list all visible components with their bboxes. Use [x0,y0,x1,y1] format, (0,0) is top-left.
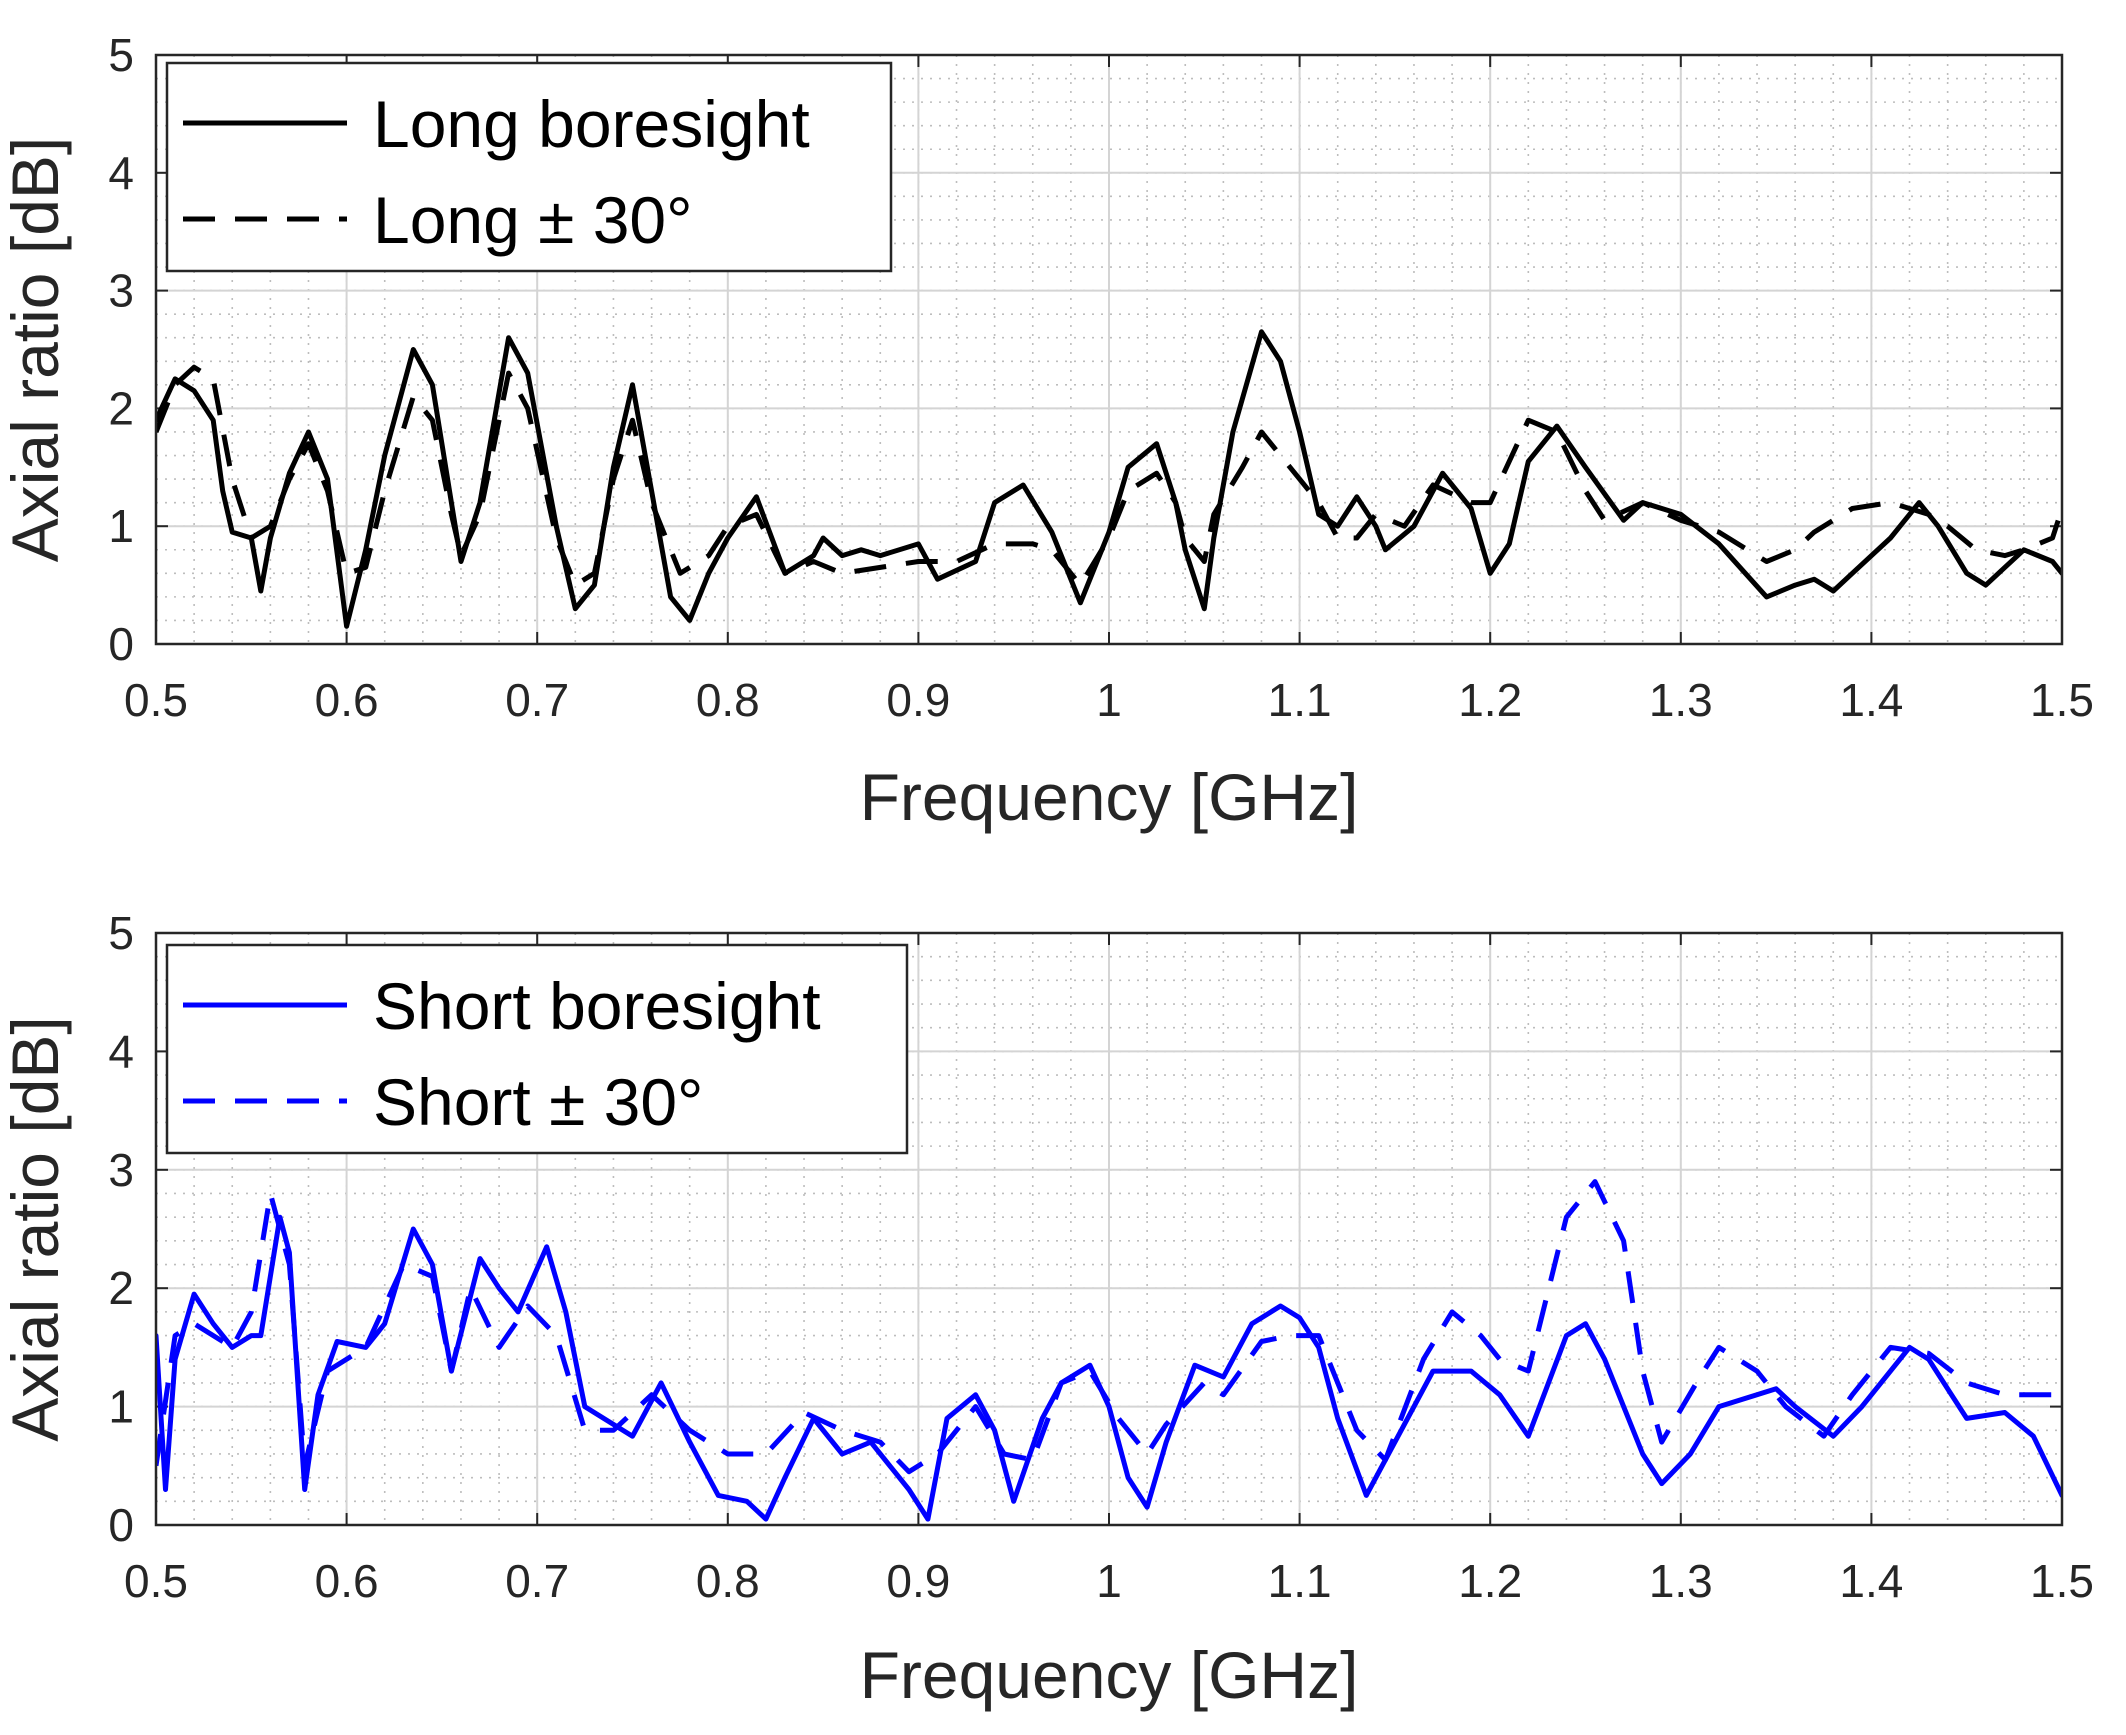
x-tick-label: 1 [1096,1555,1122,1607]
y-tick-label: 0 [108,1499,134,1551]
series-group [156,1179,2062,1522]
legend-box [165,61,893,273]
x-tick-label: 0.7 [505,674,569,726]
y-tick-label: 4 [108,1025,134,1077]
y-tick-label: 2 [108,1262,134,1314]
x-tick-label: 1.4 [1839,674,1903,726]
y-axis-label: Axial ratio [dB] [0,1016,72,1442]
y-tick-label: 1 [108,500,134,552]
legend-label: Short ± 30° [373,1065,703,1139]
x-tick-label: 0.6 [315,1555,379,1607]
x-tick-label: 1.2 [1458,674,1522,726]
x-tick-label: 1.1 [1268,674,1332,726]
series-group [156,329,2062,629]
legend-box [165,943,909,1155]
x-tick-label: 0.7 [505,1555,569,1607]
x-tick-label: 1 [1096,674,1122,726]
legend: Short boresight Short ± 30° [165,943,909,1155]
y-tick-label: 5 [108,29,134,81]
y-tick-label: 3 [108,265,134,317]
y-tick-label: 1 [108,1381,134,1433]
x-tick-label: 0.6 [315,674,379,726]
y-tick-label: 4 [108,147,134,199]
y-tick-label: 2 [108,382,134,434]
legend-label: Short boresight [373,969,821,1043]
x-tick-label: 1.2 [1458,1555,1522,1607]
series-line-solid [156,1214,2062,1522]
legend-label: Long boresight [373,87,810,161]
legend-label: Long ± 30° [373,183,693,257]
bottom-panel: 0.5 0.6 0.7 0.8 0.9 1 1.1 1.2 1.3 1.4 1.5 0 1 2 3 4 5 Fre… [0,907,2094,1712]
legend: Long boresight Long ± 30° [165,61,893,273]
axes-box [154,931,2064,1527]
x-axis-label: Frequency [GHz] [860,760,1359,834]
series-line-solid [156,329,2062,629]
x-tick-label: 0.5 [124,1555,188,1607]
x-tick-label: 0.9 [886,674,950,726]
x-axis-label: Frequency [GHz] [860,1638,1359,1712]
x-tick-label: 0.8 [696,674,760,726]
x-tick-label: 0.5 [124,674,188,726]
x-tick-label: 0.9 [886,1555,950,1607]
x-tick-label: 1.3 [1649,674,1713,726]
x-tick-label: 1.4 [1839,1555,1903,1607]
x-tick-label: 1.5 [2030,1555,2094,1607]
series-line-dashed [156,364,2062,588]
top-panel: 0.5 0.6 0.7 0.8 0.9 1 1.1 1.2 1.3 1.4 1.5 0 1 2 3 4 5 Fre… [0,29,2094,834]
x-tick-label: 1.1 [1268,1555,1332,1607]
y-axis-label: Axial ratio [dB] [0,137,72,563]
y-tick-label: 0 [108,618,134,670]
y-tick-label: 5 [108,907,134,959]
x-tick-label: 1.5 [2030,674,2094,726]
x-tick-label: 0.8 [696,1555,760,1607]
x-tick-label: 1.3 [1649,1555,1713,1607]
axes-box [154,53,2064,646]
series-line-dashed [156,1179,2062,1475]
y-tick-label: 3 [108,1144,134,1196]
